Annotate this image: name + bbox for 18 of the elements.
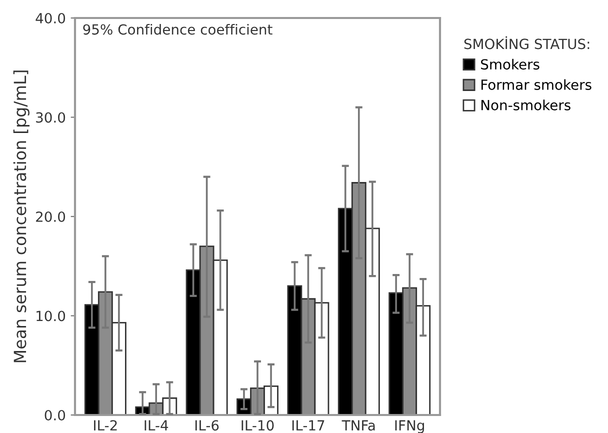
y-tick-label: 10.0	[36, 310, 66, 322]
x-tick-label: IFNg	[395, 420, 424, 433]
y-axis-title: Mean serum concentration [pg/mL]	[13, 70, 30, 362]
x-tick-label: IL-6	[195, 420, 219, 431]
y-tick-label: 30.0	[36, 112, 66, 123]
legend-label: Smokers	[481, 58, 540, 70]
y-tick-label: 40.0	[36, 12, 66, 24]
x-tick-label: IL-10	[242, 420, 274, 431]
legend-label: Formar smokers	[481, 79, 592, 90]
y-tick-label: 0.0	[44, 410, 66, 420]
annotation: 95% Confidence coefficient	[83, 24, 272, 35]
x-tick-label: TNFa	[342, 420, 375, 431]
legend-label: Non-smokers	[481, 100, 570, 110]
x-tick-label: IL-4	[144, 420, 168, 430]
x-tick-label: IL-2	[94, 420, 117, 430]
y-tick-label: 20.0	[36, 211, 66, 222]
x-tick-label: IL-17	[292, 420, 324, 430]
legend-title: SMOKİNG STATUS:	[464, 36, 590, 50]
